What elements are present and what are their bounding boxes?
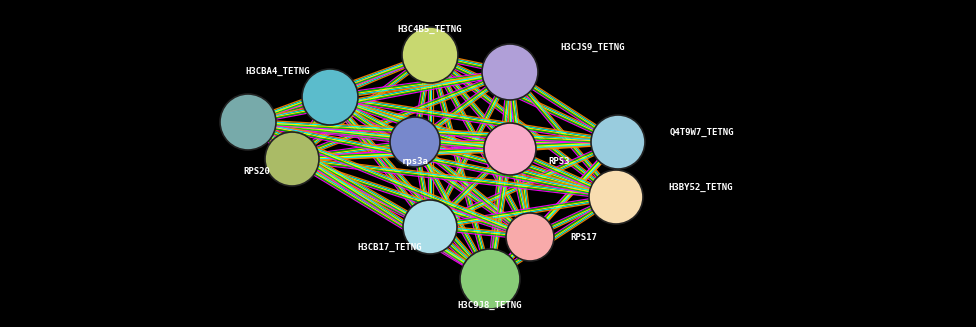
Text: H3BY52_TETNG: H3BY52_TETNG [668, 182, 733, 192]
Circle shape [403, 200, 457, 254]
Circle shape [265, 132, 319, 186]
Circle shape [484, 123, 536, 175]
Circle shape [390, 117, 440, 167]
Circle shape [220, 94, 276, 150]
Circle shape [460, 249, 520, 309]
Text: H3CBA4_TETNG: H3CBA4_TETNG [246, 66, 310, 76]
Text: RPS20: RPS20 [243, 167, 270, 177]
Text: Q4T9W7_TETNG: Q4T9W7_TETNG [670, 128, 735, 137]
Circle shape [591, 115, 645, 169]
Text: rps3a: rps3a [401, 158, 428, 166]
Text: H3CJS9_TETNG: H3CJS9_TETNG [560, 43, 625, 52]
Text: RPS3: RPS3 [548, 158, 570, 166]
Text: H3C4B5_TETNG: H3C4B5_TETNG [398, 25, 463, 34]
Circle shape [402, 27, 458, 83]
Text: RPS17: RPS17 [570, 232, 597, 242]
Circle shape [302, 69, 358, 125]
Circle shape [506, 213, 554, 261]
Text: H3CB17_TETNG: H3CB17_TETNG [358, 242, 423, 251]
Circle shape [482, 44, 538, 100]
Text: H3C9J8_TETNG: H3C9J8_TETNG [458, 301, 522, 310]
Circle shape [589, 170, 643, 224]
